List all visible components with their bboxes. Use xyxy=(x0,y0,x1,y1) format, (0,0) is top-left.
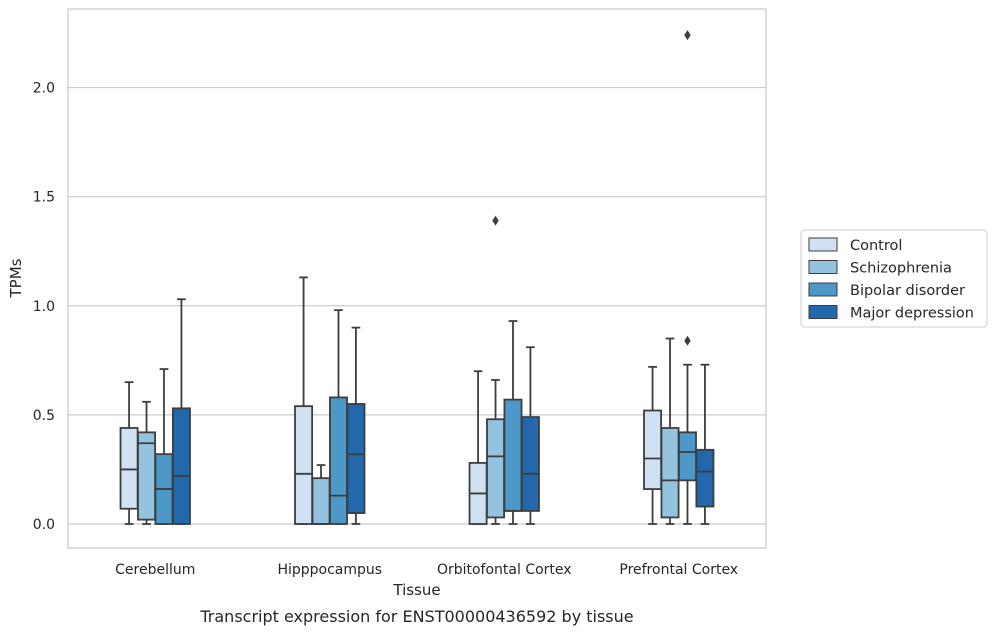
x-tick-label: Hipppocampus xyxy=(277,562,382,578)
box-bipolar-disorder xyxy=(154,368,174,525)
box-bipolar-disorder xyxy=(503,320,523,525)
x-tick-label: Cerebellum xyxy=(115,562,195,578)
outlier-point xyxy=(684,30,691,41)
legend-swatch xyxy=(808,282,838,297)
x-axis-label: Tissue xyxy=(392,581,440,599)
outlier-point xyxy=(684,335,691,346)
x-tick-labels: Cerebellum Hipppocampus Orbitofontal Corte… xyxy=(115,562,738,578)
box-body xyxy=(137,431,156,521)
legend-label: Control xyxy=(850,238,902,254)
legend-label: Schizophrenia xyxy=(850,261,952,277)
legend-label: Bipolar disorder xyxy=(850,283,965,299)
box-body xyxy=(329,396,348,525)
box-body xyxy=(643,409,663,490)
box-body xyxy=(695,448,715,508)
box-body xyxy=(503,398,523,512)
box-schizophrenia xyxy=(660,337,680,525)
boxes xyxy=(119,30,715,525)
box-body xyxy=(486,418,505,519)
box-bipolar-disorder xyxy=(329,309,348,525)
box-schizophrenia xyxy=(137,400,156,525)
y-tick-label: 0.5 xyxy=(33,408,55,424)
legend: Control Schizophrenia Bipolar disorder Majo… xyxy=(800,229,988,328)
y-tick-label: 1.5 xyxy=(33,190,55,206)
box-major-depression xyxy=(346,326,366,525)
chart-caption: Transcript expression for ENST0000043659… xyxy=(199,607,633,626)
legend-swatch xyxy=(808,260,838,274)
box-body xyxy=(520,416,540,512)
box-control xyxy=(468,370,488,525)
box-body xyxy=(346,403,366,514)
box-control xyxy=(294,276,314,525)
outlier-point xyxy=(492,215,499,226)
y-axis-label: TPMs xyxy=(7,258,25,298)
plot-frame xyxy=(67,8,767,549)
box-major-depression xyxy=(171,298,191,525)
box-schizophrenia xyxy=(311,464,331,525)
box-control xyxy=(643,365,663,525)
box-body xyxy=(311,477,331,525)
legend-swatch xyxy=(808,305,838,319)
y-tick-labels: 0.0 0.5 1.0 1.5 2.0 xyxy=(33,81,55,533)
legend-frame xyxy=(800,229,988,328)
legend-label: Major depression xyxy=(850,306,974,322)
box-schizophrenia xyxy=(486,215,505,525)
box-bipolar-disorder xyxy=(678,30,697,525)
box-control xyxy=(119,381,139,525)
y-tick-label: 1.0 xyxy=(33,299,55,315)
box-major-depression xyxy=(695,363,715,525)
box-major-depression xyxy=(520,346,540,525)
x-tick-label: Orbitofontal Cortex xyxy=(437,562,572,578)
box-body xyxy=(678,431,697,482)
y-tick-label: 0.0 xyxy=(33,517,55,533)
y-tick-label: 2.0 xyxy=(33,81,55,97)
x-tick-label: Prefrontal Cortex xyxy=(619,562,738,578)
box-body xyxy=(294,405,314,525)
legend-swatch xyxy=(808,237,838,252)
box-body xyxy=(171,407,191,525)
box-body xyxy=(660,427,680,519)
box-body xyxy=(119,427,139,510)
